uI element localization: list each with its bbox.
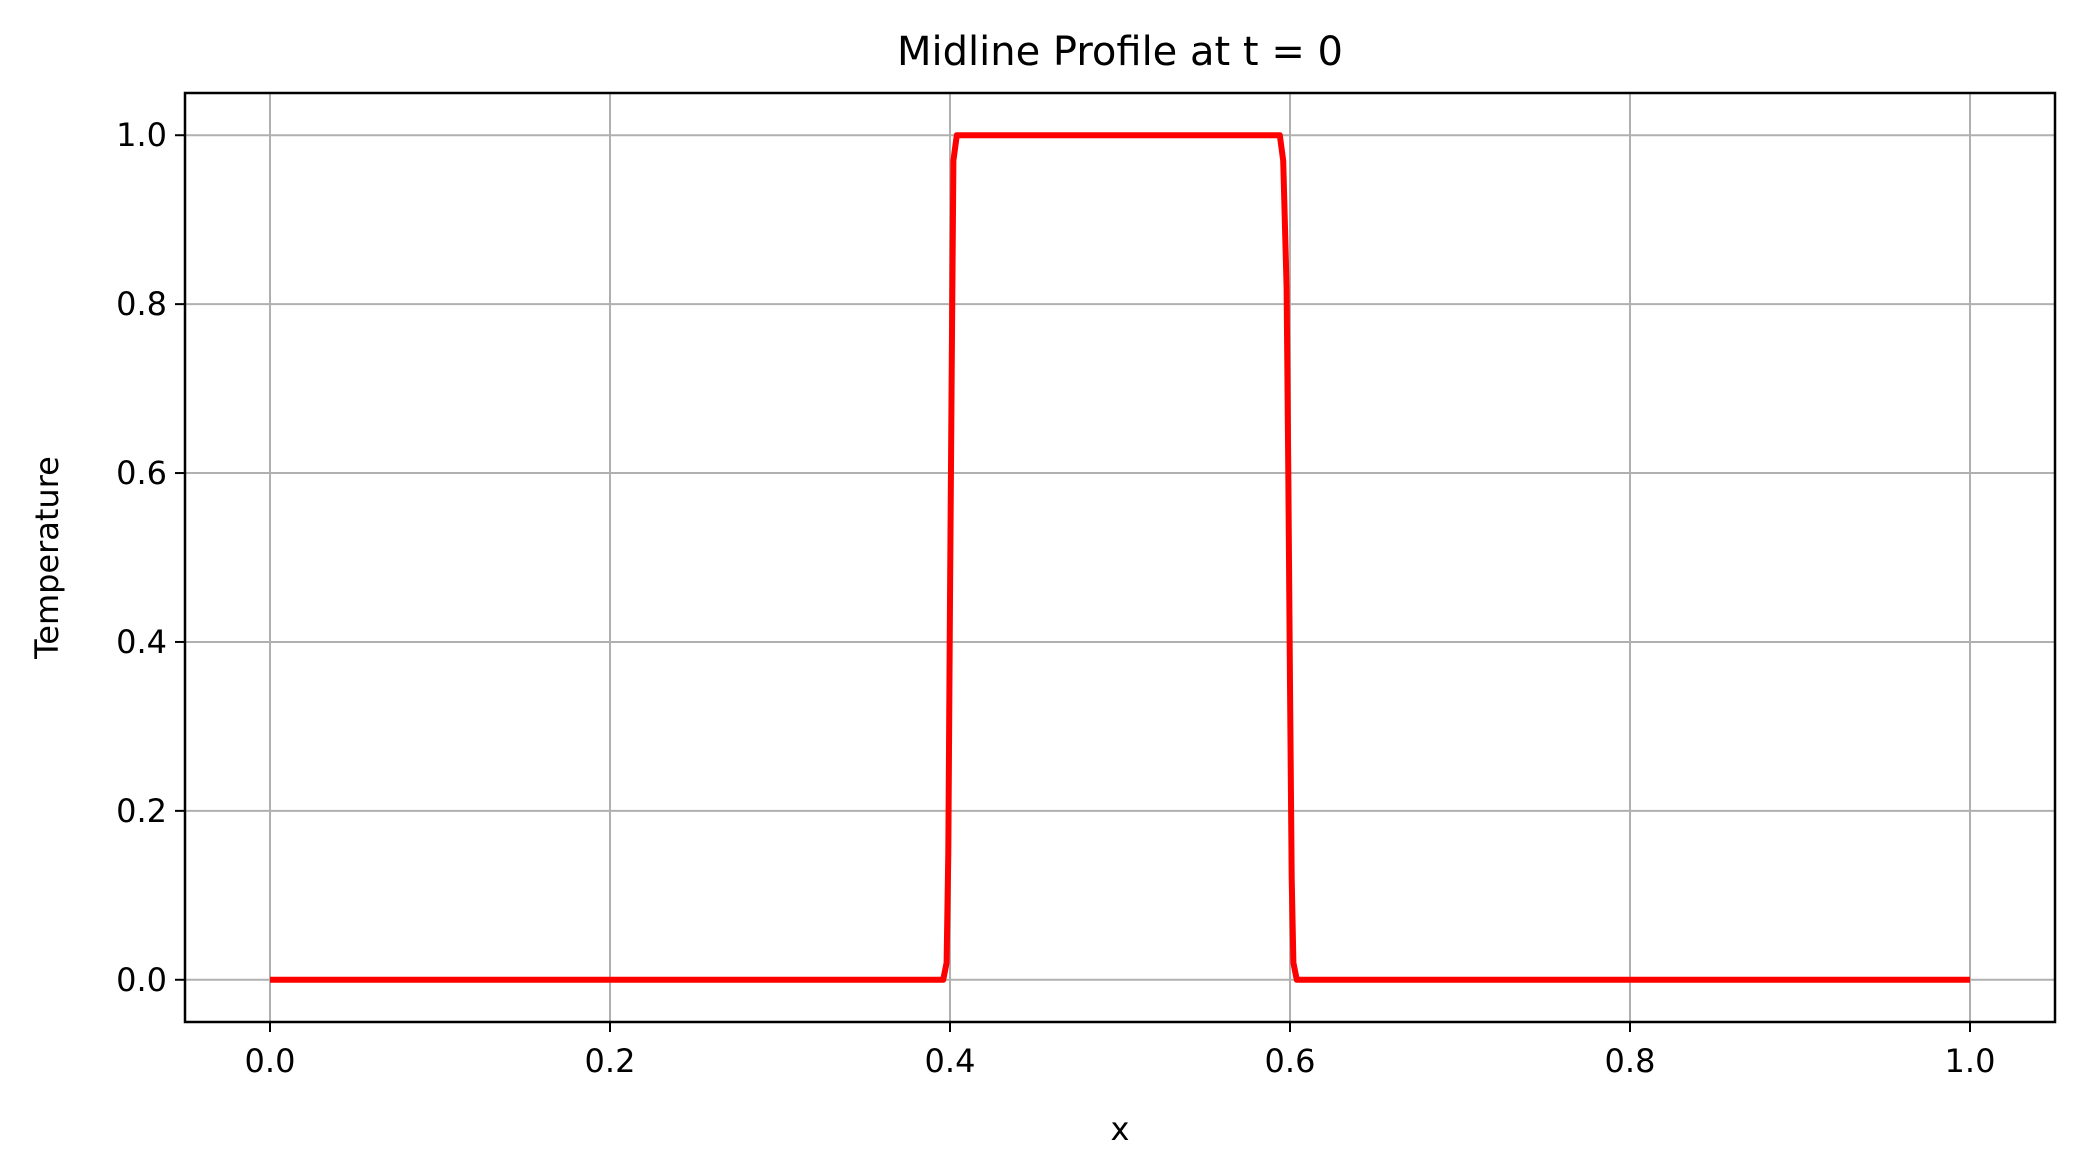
y-tick-label: 0.6 xyxy=(116,454,167,492)
series-group xyxy=(270,132,1970,983)
x-tick-label: 0.0 xyxy=(245,1042,296,1080)
x-tick-label: 0.6 xyxy=(1265,1042,1316,1080)
y-axis: 0.0 0.2 0.4 0.6 0.8 1.0 xyxy=(116,116,185,999)
y-tick-label: 1.0 xyxy=(116,116,167,154)
x-tick-label: 0.2 xyxy=(585,1042,636,1080)
chart-title: Midline Profile at t = 0 xyxy=(897,29,1343,75)
x-axis: 0.0 0.2 0.4 0.6 0.8 1.0 xyxy=(245,1022,1996,1080)
x-tick-label: 1.0 xyxy=(1945,1042,1996,1080)
series-line xyxy=(270,132,1970,983)
y-tick-label: 0.4 xyxy=(116,623,167,661)
axes-frame xyxy=(183,91,2057,1024)
x-tick-label: 0.8 xyxy=(1605,1042,1656,1080)
x-axis-label: x xyxy=(1111,1110,1130,1148)
x-tick-label: 0.4 xyxy=(925,1042,976,1080)
y-tick-label: 0.2 xyxy=(116,792,167,830)
y-axis-label: Temperature xyxy=(28,456,66,660)
y-tick-label: 0.0 xyxy=(116,961,167,999)
y-tick-label: 0.8 xyxy=(116,285,167,323)
